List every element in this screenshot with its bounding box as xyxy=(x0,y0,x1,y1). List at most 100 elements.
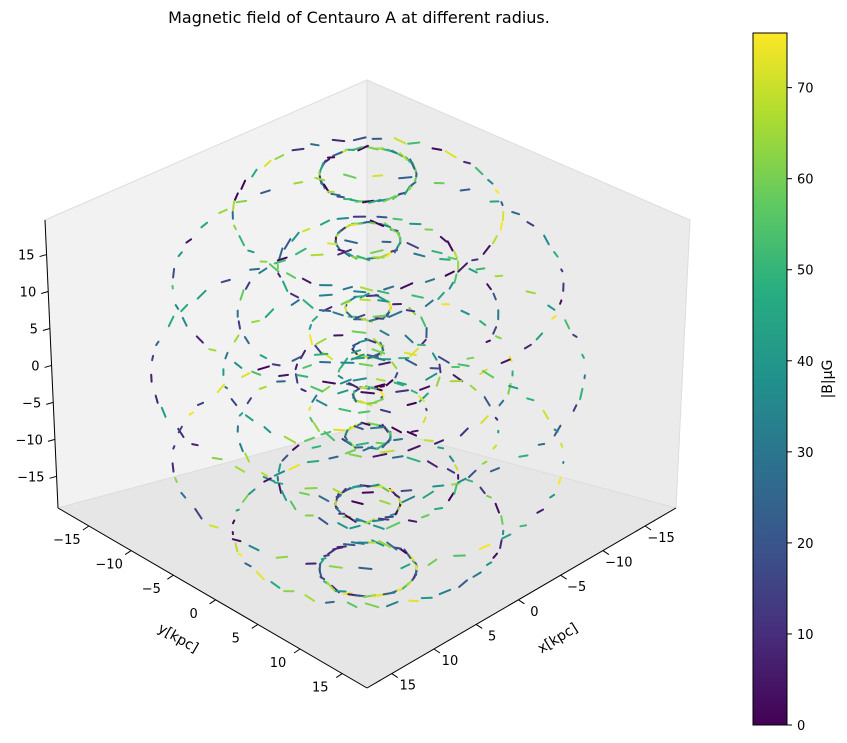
field-vector xyxy=(351,500,364,505)
field-vector xyxy=(302,227,311,233)
field-vector xyxy=(410,181,417,187)
field-vector xyxy=(407,444,421,452)
field-vector xyxy=(491,235,498,245)
y-tick-label: −10 xyxy=(95,558,122,573)
field-vector xyxy=(511,211,521,216)
field-vector xyxy=(508,356,513,363)
field-vector xyxy=(383,285,395,291)
field-vector xyxy=(485,561,493,566)
field-vector xyxy=(395,389,409,393)
field-vector xyxy=(572,333,578,338)
field-vector xyxy=(479,486,486,495)
field-vector xyxy=(313,422,320,432)
field-vector xyxy=(376,252,390,260)
field-vector xyxy=(333,428,346,432)
field-vector xyxy=(350,541,365,545)
field-vector xyxy=(406,456,421,463)
field-vector xyxy=(489,467,500,473)
field-vector xyxy=(403,351,417,357)
field-vector xyxy=(154,394,159,404)
y-tick-label: 0 xyxy=(189,607,197,622)
field-vector xyxy=(237,320,241,330)
field-vector xyxy=(551,314,557,320)
field-vector xyxy=(495,335,502,340)
field-vector xyxy=(220,278,231,284)
field-vector xyxy=(167,315,175,328)
field-vector xyxy=(155,340,160,346)
field-vector xyxy=(337,367,341,373)
field-vector xyxy=(311,315,318,322)
field-vector xyxy=(359,400,373,407)
field-vector xyxy=(474,166,484,176)
field-vector xyxy=(372,453,388,458)
field-vector xyxy=(324,600,335,604)
field-vector xyxy=(386,521,401,530)
field-vector xyxy=(447,492,455,502)
field-vector xyxy=(384,515,394,519)
field-vector xyxy=(418,392,429,403)
field-vector xyxy=(327,548,337,555)
field-vector xyxy=(194,507,203,520)
field-vector xyxy=(519,524,527,528)
field-vector xyxy=(535,332,544,341)
colorbar-tick-label: 10 xyxy=(797,628,814,643)
field-vector xyxy=(469,384,477,391)
field-vector xyxy=(446,468,456,474)
field-vector xyxy=(420,514,430,519)
y-tick-label: 10 xyxy=(270,656,287,671)
field-vector xyxy=(393,137,407,145)
field-vector xyxy=(337,374,344,380)
field-vector xyxy=(434,439,445,445)
field-vector xyxy=(448,281,454,290)
field-vector xyxy=(172,445,176,450)
field-vector xyxy=(424,278,436,283)
field-vector xyxy=(259,354,268,360)
field-vector xyxy=(492,444,498,450)
field-vector xyxy=(328,565,343,569)
field-vector xyxy=(560,442,564,448)
field-vector xyxy=(421,338,427,346)
field-vector xyxy=(240,179,247,190)
x-tick-mark xyxy=(391,673,398,679)
field-vector xyxy=(264,308,275,319)
field-vector xyxy=(406,401,417,406)
field-vector xyxy=(379,329,390,337)
colorbar-label: |B|μG xyxy=(820,360,836,399)
field-vector xyxy=(427,558,438,566)
field-vector xyxy=(373,398,384,404)
z-tick-label: 0 xyxy=(31,359,39,374)
field-vector xyxy=(241,494,249,503)
field-vector xyxy=(518,454,529,458)
field-vector xyxy=(232,519,236,525)
field-vector xyxy=(543,234,550,246)
field-vector xyxy=(467,469,477,479)
field-vector xyxy=(359,298,371,302)
field-vector xyxy=(426,460,438,468)
field-vector xyxy=(332,311,344,317)
field-vector xyxy=(188,411,194,416)
field-vector xyxy=(233,224,237,231)
field-vector xyxy=(218,208,228,215)
field-vector xyxy=(437,355,450,364)
field-vector xyxy=(344,239,358,244)
field-vector xyxy=(328,455,339,460)
field-vector xyxy=(466,356,475,360)
field-vector xyxy=(431,352,438,361)
field-vector xyxy=(478,543,491,551)
field-vector xyxy=(408,599,420,603)
field-vector xyxy=(400,489,413,492)
field-vector xyxy=(299,491,310,496)
field-vector xyxy=(181,316,188,327)
field-vector xyxy=(404,358,418,366)
field-vector xyxy=(365,518,376,525)
field-vector xyxy=(308,324,312,330)
field-vector xyxy=(338,407,352,413)
field-vector xyxy=(378,361,391,366)
y-tick-mark xyxy=(251,623,259,629)
field-vector xyxy=(337,522,348,529)
field-vector xyxy=(486,494,492,499)
field-vector xyxy=(301,277,312,284)
field-vector xyxy=(340,299,351,306)
field-vector xyxy=(318,293,333,297)
x-tick-label: −15 xyxy=(647,531,674,546)
